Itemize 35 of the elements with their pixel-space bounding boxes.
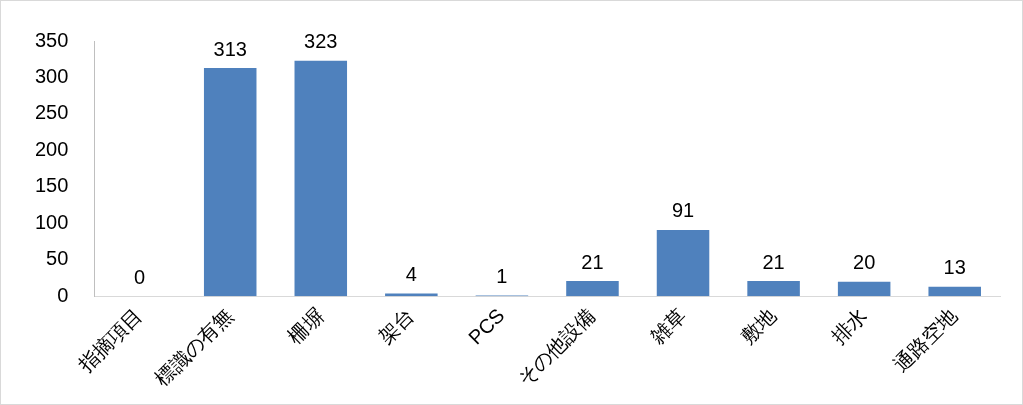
y-tick-label: 350 (34, 28, 69, 51)
y-tick-label: 200 (34, 137, 69, 160)
bar (928, 286, 981, 297)
y-tick-label: 50 (46, 247, 69, 270)
x-tick-label: 標識の有無 (150, 303, 237, 391)
data-label: 13 (943, 256, 966, 279)
x-tick-label: 指摘項目 (73, 303, 147, 377)
x-tick-label: 柵塀 (283, 303, 328, 348)
bar (385, 293, 438, 297)
data-label: 0 (134, 265, 146, 288)
data-label: 1 (496, 265, 508, 288)
y-tick-label: 250 (34, 101, 69, 124)
data-label: 21 (581, 250, 604, 273)
y-tick-label: 0 (57, 283, 69, 306)
y-tick-label: 300 (34, 64, 69, 87)
bar (294, 60, 348, 297)
x-tick-label: 敷地 (736, 303, 781, 348)
y-tick-label: 100 (34, 210, 69, 233)
data-label: 21 (762, 250, 785, 273)
data-label: 323 (304, 30, 338, 53)
data-label: 20 (853, 251, 876, 274)
data-label: 91 (671, 199, 695, 222)
data-label: 313 (213, 37, 247, 60)
x-tick-label: その他設備 (512, 303, 600, 391)
x-tick-label: 架台 (374, 303, 419, 348)
y-tick-label: 150 (34, 174, 69, 197)
bar (656, 229, 710, 297)
x-tick-label: 通路空地 (889, 303, 962, 377)
data-label: 4 (405, 262, 417, 285)
bar (747, 281, 800, 297)
x-tick-label: 排水 (827, 303, 871, 348)
bar (203, 67, 257, 297)
bar (837, 281, 891, 297)
x-tick-label: 雑草 (645, 303, 690, 348)
bar (566, 281, 619, 297)
